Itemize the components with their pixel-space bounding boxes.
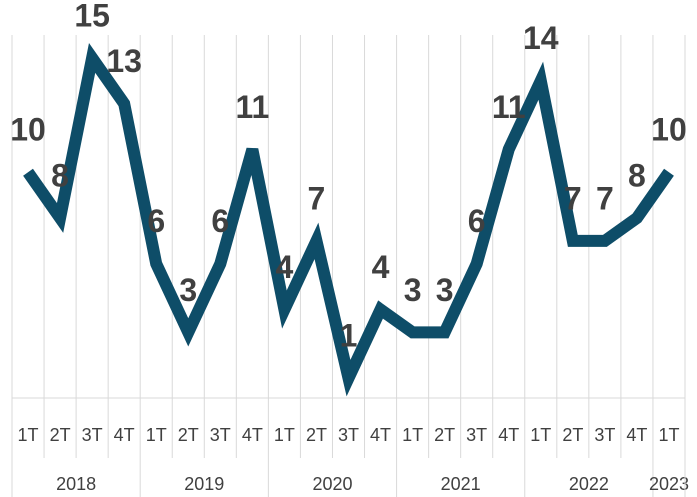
group-label: 2021 <box>441 474 481 494</box>
x-tick-label: 2T <box>178 425 199 445</box>
data-label: 3 <box>436 272 454 308</box>
x-tick-label: 1T <box>274 425 295 445</box>
data-label: 3 <box>404 272 422 308</box>
data-label: 1 <box>340 318 358 354</box>
data-label: 6 <box>147 203 165 239</box>
line-series <box>23 42 674 397</box>
data-label: 8 <box>51 157 69 193</box>
data-label: 7 <box>596 180 614 216</box>
x-tick-label: 4T <box>242 425 263 445</box>
data-label: 6 <box>468 203 486 239</box>
data-label: 11 <box>235 89 269 125</box>
group-label: 2023 <box>649 474 689 494</box>
group-label: 2018 <box>56 474 96 494</box>
data-label: 6 <box>211 203 229 239</box>
x-tick-label: 1T <box>402 425 423 445</box>
x-tick-label: 2T <box>562 425 583 445</box>
x-tick-label: 2T <box>306 425 327 445</box>
data-label: 3 <box>179 272 197 308</box>
data-label: 14 <box>523 20 559 56</box>
x-tick-label: 2T <box>434 425 455 445</box>
data-label: 8 <box>628 157 646 193</box>
x-tick-label: 4T <box>626 425 647 445</box>
x-tick-label: 3T <box>82 425 103 445</box>
data-label: 15 <box>74 0 110 33</box>
x-tick-label: 4T <box>498 425 519 445</box>
x-tick-label: 3T <box>594 425 615 445</box>
x-tick-label: 1T <box>18 425 39 445</box>
data-label: 4 <box>276 249 294 285</box>
data-label: 4 <box>372 249 390 285</box>
group-label: 2020 <box>312 474 352 494</box>
x-tick-label: 2T <box>50 425 71 445</box>
data-label: 11 <box>492 89 526 125</box>
x-tick-label: 3T <box>210 425 231 445</box>
data-label: 10 <box>10 112 46 148</box>
x-tick-label: 1T <box>530 425 551 445</box>
data-label: 7 <box>308 180 326 216</box>
group-label: 2022 <box>569 474 609 494</box>
group-label: 2019 <box>184 474 224 494</box>
data-label: 10 <box>651 112 687 148</box>
data-label: 13 <box>106 43 142 79</box>
x-tick-label: 3T <box>338 425 359 445</box>
x-tick-label: 4T <box>370 425 391 445</box>
x-tick-label: 3T <box>466 425 487 445</box>
data-label: 7 <box>564 180 582 216</box>
x-tick-label: 1T <box>658 425 679 445</box>
x-tick-label: 1T <box>146 425 167 445</box>
x-tick-label: 4T <box>114 425 135 445</box>
